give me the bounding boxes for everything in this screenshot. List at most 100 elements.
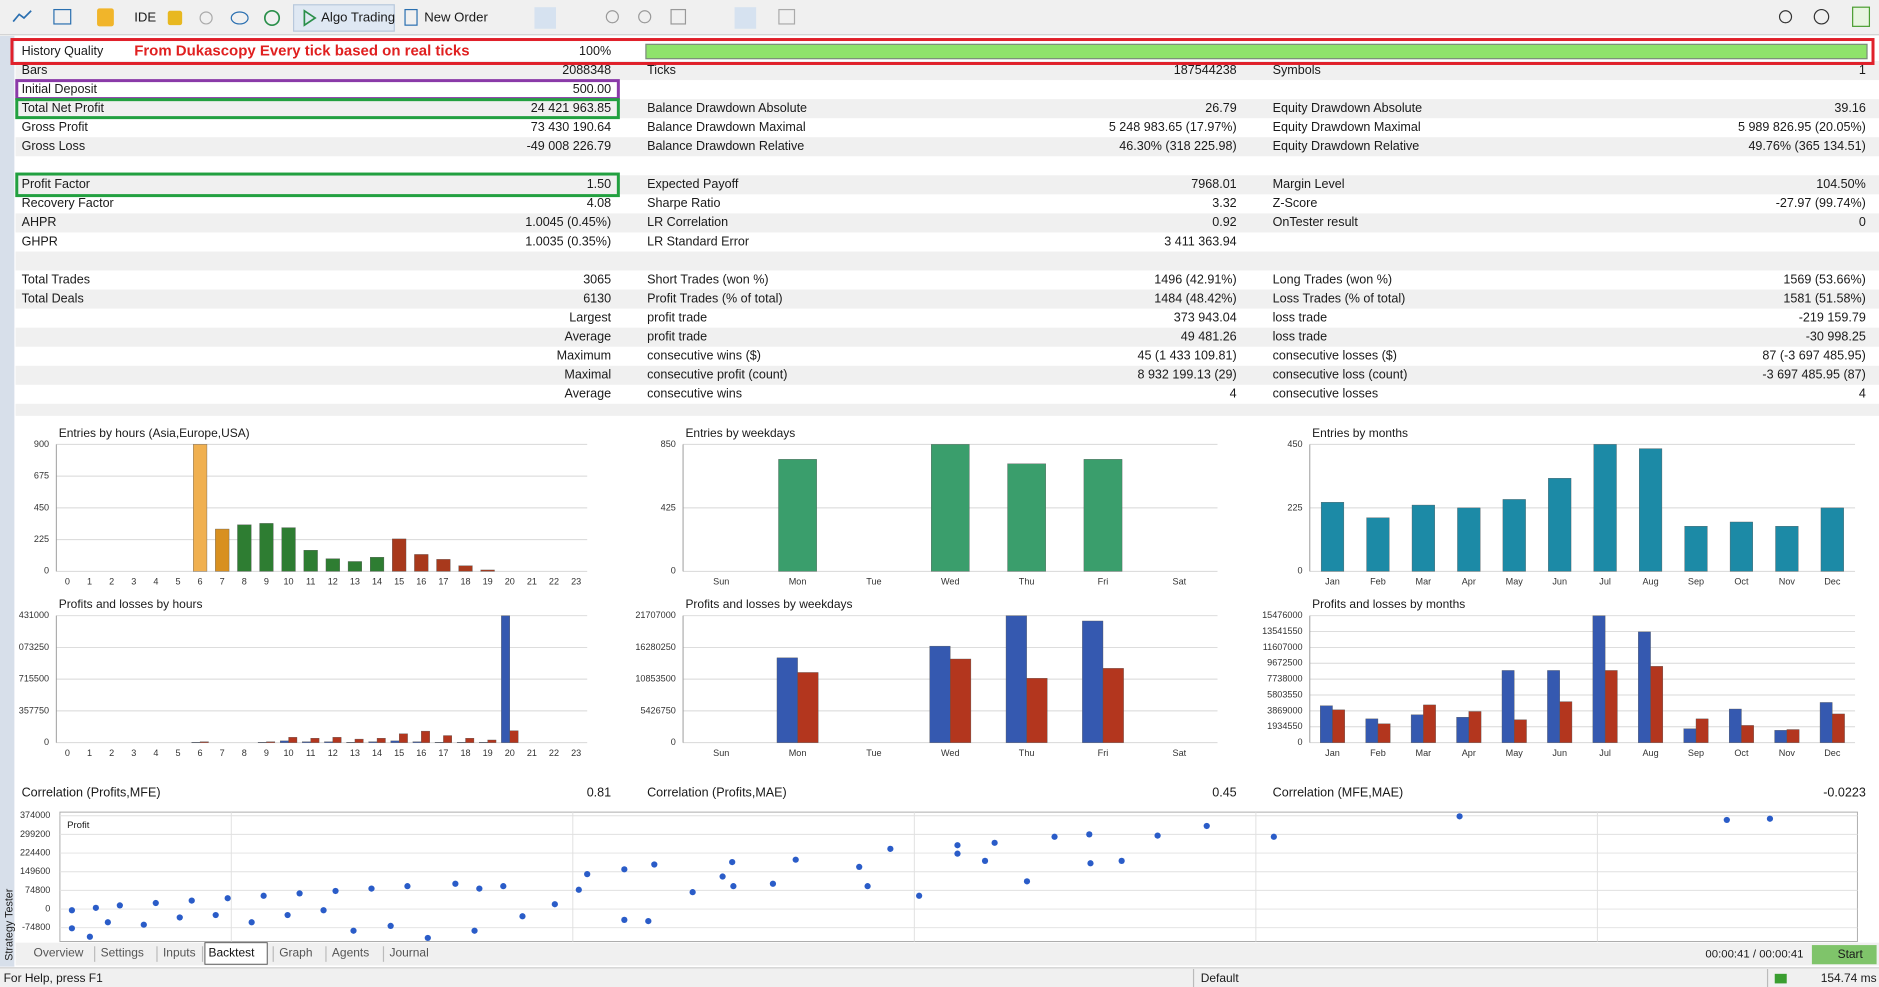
grid-icon[interactable] (670, 8, 687, 25)
community-icon[interactable] (263, 9, 281, 26)
scatter-point (404, 883, 411, 890)
order-icon[interactable] (404, 8, 418, 26)
report-label: LR Correlation (647, 215, 728, 229)
report-label: consecutive wins ($) (647, 349, 761, 363)
bar (302, 741, 311, 743)
report-value: 5 248 983.65 (17.97%) (1109, 120, 1237, 134)
report-label: consecutive wins (647, 387, 742, 401)
bar (776, 657, 798, 743)
zoom-in-icon[interactable] (605, 10, 619, 24)
bar (1559, 701, 1573, 743)
y-tick-label: 0 (45, 903, 50, 913)
chart-icon[interactable] (12, 10, 32, 23)
scatter-point (1086, 831, 1093, 838)
bar (1366, 517, 1390, 572)
report-label: AHPR (22, 215, 57, 229)
x-tick-label: Jan (1325, 748, 1340, 758)
ide-button[interactable]: IDE (134, 9, 156, 24)
tab[interactable]: Overview (34, 946, 84, 960)
tab[interactable]: Backtest (209, 946, 256, 960)
tab[interactable]: Graph (279, 946, 312, 960)
new-order-button[interactable]: New Order (424, 9, 488, 24)
x-tick-label: 17 (438, 577, 448, 587)
start-button[interactable] (1811, 945, 1877, 965)
y-tick-label: 10853500 (635, 674, 675, 684)
scatter-point (1154, 832, 1161, 839)
tab[interactable]: Settings (101, 946, 144, 960)
zoom-out-icon[interactable] (638, 10, 652, 24)
start-label[interactable]: Start (1838, 947, 1864, 961)
bar (1729, 521, 1753, 572)
market-icon[interactable] (167, 10, 183, 26)
y-tick-label: 450 (34, 502, 49, 512)
x-tick-label: 12 (328, 748, 338, 758)
x-tick-label: Sat (1173, 748, 1187, 758)
report-label: Total Deals (22, 291, 84, 305)
report-value: 1 (1859, 63, 1866, 77)
bar (1832, 713, 1845, 743)
bar (1456, 717, 1469, 743)
report-value: 26.79 (1205, 101, 1236, 115)
report-value: 1484 (48.42%) (1154, 291, 1236, 305)
scatter-points (68, 813, 1774, 942)
report-value: 3065 (583, 272, 611, 286)
report-value: -27.97 (99.74%) (1776, 196, 1866, 210)
bar (1775, 526, 1799, 572)
scatter-point (864, 883, 871, 890)
bar (950, 658, 972, 743)
y-tick-label: 13541550 (1262, 626, 1302, 636)
algo-trading-label[interactable]: Algo Trading (321, 9, 395, 24)
tab[interactable]: Inputs (163, 946, 196, 960)
cloud-icon[interactable] (230, 11, 249, 25)
y-tick-label: 425 (661, 502, 676, 512)
y-tick-label: 0 (671, 566, 676, 576)
scatter-point (284, 911, 291, 919)
autoscroll-toggle[interactable] (734, 7, 757, 29)
signal-icon (1774, 973, 1787, 984)
report-label: Equity Drawdown Maximal (1273, 120, 1421, 134)
report-value: 1.50 (587, 177, 611, 191)
bar (480, 569, 495, 572)
scatter-point (719, 873, 726, 880)
scatter-point (551, 901, 558, 908)
vps-icon[interactable] (199, 11, 213, 25)
scatter-point (887, 845, 894, 852)
bar (929, 645, 951, 743)
x-tick-label: 5 (175, 577, 180, 587)
report-label: Loss Trades (% of total) (1273, 291, 1406, 305)
bar (324, 741, 333, 743)
scatter-point (1051, 833, 1058, 840)
level-icon[interactable] (1852, 6, 1871, 27)
scatter-point (212, 911, 219, 919)
report-value: 4 (1859, 387, 1866, 401)
report-label: Short Trades (won %) (647, 272, 769, 286)
scatter-point (730, 883, 737, 890)
x-tick-label: Mar (1416, 748, 1432, 758)
search-icon[interactable] (1778, 10, 1793, 24)
template-icon[interactable] (53, 8, 72, 25)
signals-icon[interactable] (97, 8, 114, 27)
tab[interactable]: Journal (389, 946, 428, 960)
account-icon[interactable] (1813, 8, 1830, 25)
report-label: Long Trades (won %) (1273, 272, 1392, 286)
row-background (15, 365, 1879, 385)
correlation-value: -0.0223 (1823, 785, 1866, 799)
scatter-point (1723, 816, 1730, 824)
bar (1365, 718, 1379, 743)
report-value: 1.0045 (0.45%) (525, 215, 611, 229)
y-tick-label: 675 (34, 471, 49, 481)
report-label: Balance Drawdown Relative (647, 139, 804, 153)
bar (1026, 678, 1048, 743)
scatter-point (954, 842, 961, 849)
report-label: LR Standard Error (647, 234, 749, 248)
scatter-point (651, 861, 658, 868)
scatter-point (116, 902, 123, 909)
tab[interactable]: Agents (332, 946, 369, 960)
algo-trading-button[interactable] (292, 4, 395, 32)
bar (199, 741, 209, 743)
bar (1332, 709, 1345, 743)
screenshot-icon[interactable] (778, 8, 796, 25)
correlation-value: 0.45 (1212, 785, 1236, 799)
bar-chart-toggle[interactable] (534, 7, 557, 29)
y-tick-label: 900 (34, 439, 49, 449)
